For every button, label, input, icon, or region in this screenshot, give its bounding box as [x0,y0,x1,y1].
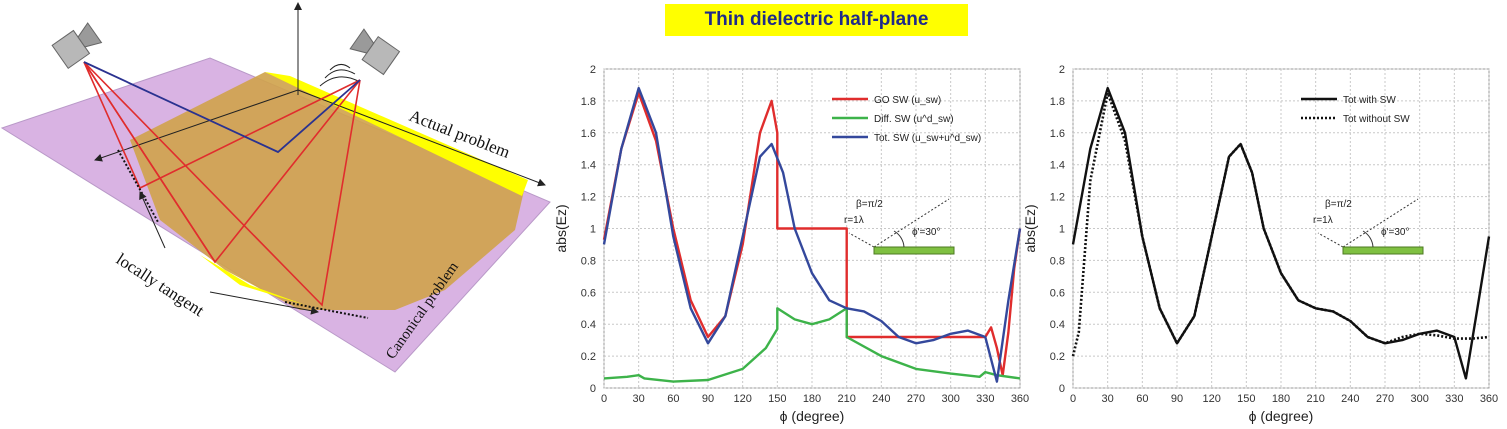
inset-slab [1342,246,1424,255]
series-line-0 [1071,86,1491,380]
inset-beta-label: β=π/2 [1325,199,1352,210]
y-tick-label: 0 [1059,383,1065,395]
inset-ray [1317,232,1344,248]
y-tick-label: 0.4 [581,319,596,331]
x-tick-label: 270 [907,393,925,405]
x-tick-label: 300 [1410,393,1428,405]
x-tick-label: 270 [1376,393,1394,405]
inset-ray [848,232,875,248]
legend-label: Tot without SW [1343,114,1410,125]
y-tick-label: 1 [590,224,596,236]
y-axis-label: abs(Ez) [553,204,569,252]
y-tick-label: 0.8 [581,255,596,267]
x-tick-label: 180 [803,393,821,405]
actual-plane [130,72,525,310]
banner-title: Thin dielectric half-plane [704,9,929,30]
red-rays [83,61,361,307]
x-tick-label: 30 [633,393,645,405]
inset-phi-label: ϕ'=30° [912,227,940,238]
x-tick-label: 180 [1272,393,1290,405]
geometry-diagram: Actual problem Canonical problem locally… [0,2,551,373]
y-tick-label: 0.4 [1050,319,1065,331]
y-tick-label: 1.6 [1050,128,1065,140]
inset-phi-label: ϕ'=30° [1381,227,1409,238]
y-tick-label: 0.2 [1050,351,1065,363]
source-antenna-icon [51,22,103,70]
y-tick-label: 1.8 [581,96,596,108]
y-tick-label: 1 [1059,224,1065,236]
series-line-1 [1071,91,1490,357]
y-axis [94,89,299,162]
chart-2: 0 30 60 90 120 150 180 210 240 270 300 330 360 0 0.2 0.… [1022,64,1498,424]
series-line-1 [603,307,1021,383]
x-tick-label: 210 [837,393,855,405]
y-tick-label: 2 [1059,64,1065,76]
legend-label: GO SW (u_sw) [874,95,941,106]
x-tick-label: 150 [768,393,786,405]
tangent-pointer-1 [139,191,166,249]
y-tick-label: 1.8 [1050,96,1065,108]
legend-label: Diff. SW (u^d_sw) [874,114,954,125]
observer-antenna-icon [349,28,401,76]
x-axis-label: ϕ (degree) [1249,408,1314,424]
y-tick-label: 1.2 [581,192,596,204]
y-tick-label: 1.2 [1050,192,1065,204]
inset-ray [1342,198,1419,248]
y-tick-label: 0.6 [1050,287,1065,299]
x-tick-label: 120 [1202,393,1220,405]
x-tick-label: 300 [941,393,959,405]
x-tick-label: 360 [1011,393,1029,405]
title-banner: Thin dielectric half-plane [665,4,968,36]
x-tick-label: 120 [733,393,751,405]
x-tick-label: 240 [1341,393,1359,405]
x-tick-label: 90 [702,393,714,405]
tangent-pointer-2 [209,291,319,315]
x-tick-label: 0 [601,393,607,405]
legend-label: Tot. SW (u_sw+u^d_sw) [874,133,981,144]
x-tick-label: 210 [1306,393,1324,405]
y-tick-label: 0.8 [1050,255,1065,267]
x-tick-label: 60 [1136,393,1148,405]
y-tick-label: 1.4 [1050,160,1065,172]
y-tick-label: 1.6 [581,128,596,140]
x-tick-label: 330 [976,393,994,405]
y-axis-label: abs(Ez) [1022,204,1038,252]
y-tick-label: 0.2 [581,351,596,363]
x-tick-label: 60 [667,393,679,405]
y-tick-label: 1.4 [581,160,596,172]
y-tick-label: 0.6 [581,287,596,299]
legend-label: Tot with SW [1343,95,1396,106]
series-line-2 [602,86,1022,383]
blue-ray [83,61,361,154]
inset-r-label: r=1λ [1313,215,1333,226]
x-tick-label: 330 [1445,393,1463,405]
tangent-line-1 [117,149,159,223]
x-tick-label: 90 [1171,393,1183,405]
x-axis-label: ϕ (degree) [780,408,845,424]
x-tick-label: 240 [872,393,890,405]
locally-tangent-label: locally tangent [113,249,208,320]
x-tick-label: 30 [1102,393,1114,405]
wavefront-arcs [319,64,361,87]
inset-ray [873,198,950,248]
x-tick-label: 360 [1480,393,1498,405]
inset-slab [873,246,955,255]
inset-angle-arc [1362,230,1374,248]
y-tick-label: 0 [590,383,596,395]
x-tick-label: 150 [1237,393,1255,405]
inset-angle-arc [893,230,905,248]
chart-1: 0 30 60 90 120 150 180 210 240 270 300 330 360 0 0.2 0.… [553,64,1029,424]
inset-r-label: r=1λ [844,215,864,226]
inset-beta-label: β=π/2 [856,199,883,210]
x-tick-label: 0 [1070,393,1076,405]
y-tick-label: 2 [590,64,596,76]
